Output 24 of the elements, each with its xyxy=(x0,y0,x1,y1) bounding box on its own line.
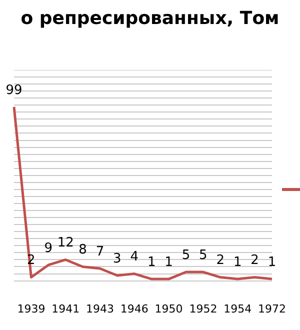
data-label: 1 xyxy=(147,254,156,270)
x-tick-label: 1972 xyxy=(258,302,286,316)
data-label: 12 xyxy=(57,236,74,251)
data-label: 2 xyxy=(216,253,225,268)
data-label: 99 xyxy=(6,82,22,98)
data-label: 1 xyxy=(233,254,242,270)
data-label: 9 xyxy=(44,240,53,256)
data-label: 5 xyxy=(199,248,208,263)
chart-title: о репресированных, Том xyxy=(20,8,280,29)
x-tick-label: 1946 xyxy=(120,302,148,316)
data-label: 3 xyxy=(113,251,122,266)
data-label: 8 xyxy=(78,242,87,258)
data-label: 5 xyxy=(182,248,190,263)
data-label: 7 xyxy=(96,244,104,260)
x-tick-label: 1954 xyxy=(224,302,252,316)
data-label: 1 xyxy=(268,254,276,270)
x-tick-label: 1950 xyxy=(154,302,183,316)
x-tick-label: 1952 xyxy=(189,302,218,316)
x-tick-label: 1941 xyxy=(52,302,80,316)
data-label: 2 xyxy=(250,253,259,268)
x-tick-label: 1939 xyxy=(17,302,46,316)
data-label: 1 xyxy=(164,254,173,270)
data-label: 4 xyxy=(130,250,139,265)
x-tick-label: 1943 xyxy=(86,302,114,316)
